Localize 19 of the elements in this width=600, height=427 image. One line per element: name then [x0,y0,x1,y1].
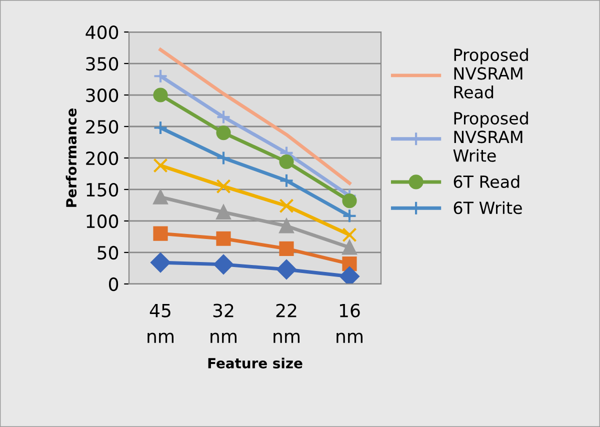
y-axis-title: Performance [66,108,77,207]
y-tick-label: 400 [86,25,118,40]
y-tick-label: 350 [86,56,118,71]
y-tick-label: 150 [86,182,118,197]
y-tick-label: 300 [86,88,118,102]
y-tick-label: 200 [86,151,118,166]
y-tick-label: 100 [86,214,118,228]
x-tick-label: 16 nm [336,304,362,343]
y-tick-label: 250 [86,120,118,134]
legend-label: Proposed NVSRAM Write [453,112,528,162]
y-tick-label: 50 [98,246,118,260]
legend-label: 6T Read [454,175,520,188]
x-tick-label: 22 nm [274,304,300,343]
legend-label: 6T Write [454,201,522,214]
x-tick-label: 45 nm [148,304,174,343]
x-tick-label: 32 nm [210,304,236,343]
x-axis-title: Feature size [208,358,302,368]
y-tick-label: 0 [108,277,118,292]
legend-label: Proposed NVSRAM Read [454,48,528,98]
